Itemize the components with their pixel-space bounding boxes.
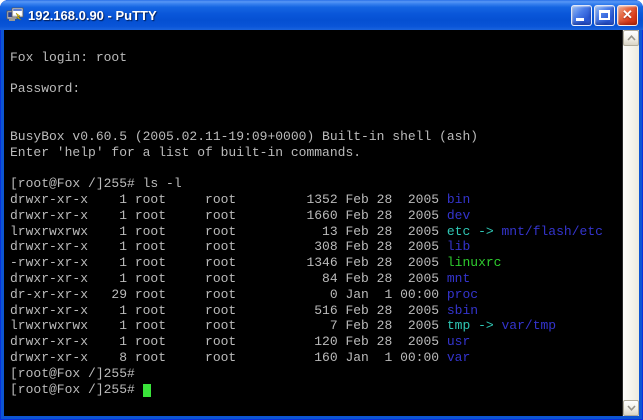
terminal-line: Password: [10,81,622,97]
terminal-text: bin [446,191,471,207]
terminal-text: drwxr-xr-x 1 root root 1660 Feb 28 2005 [10,207,447,223]
terminal-text: BusyBox v0.60.5 (2005.02.11-19:09+0000) … [10,128,479,144]
terminal-line: lrwxrwxrwx 1 root root 13 Feb 28 2005 et… [10,224,622,240]
window-body: Fox login: root Password: BusyBox v0.60.… [4,30,639,416]
maximize-icon [599,9,610,20]
terminal-line: drwxr-xr-x 1 root root 308 Feb 28 2005 l… [10,239,622,255]
terminal-text: dr-xr-xr-x 29 root root 0 Jan 1 00:00 [10,286,447,302]
terminal-line: drwxr-xr-x 1 root root 120 Feb 28 2005 u… [10,334,622,350]
terminal-line: [root@Fox /]255# [10,366,622,382]
scrollbar [622,30,639,416]
terminal-text: lrwxrwxrwx 1 root root 13 Feb 28 2005 [10,223,447,239]
terminal-line [10,34,622,50]
minimize-icon [576,17,584,21]
terminal-text: etc [446,223,471,239]
terminal-text: Fox login: root [10,49,128,65]
scroll-up-icon [626,35,636,41]
terminal-text: Enter 'help' for a list of built-in comm… [10,144,362,160]
terminal-text: Password: [10,81,81,97]
terminal-text: [root@Fox /]255# ls -l [10,176,182,192]
terminal-text: [root@Fox /]255# [10,381,143,397]
terminal-line [10,160,622,176]
putty-icon [6,7,24,21]
window-title: 192.168.0.90 - PuTTY [28,7,157,23]
terminal-text: linuxrc [446,255,502,271]
terminal-line: drwxr-xr-x 1 root root 1660 Feb 28 2005 … [10,208,622,224]
terminal-text: sbin [446,302,479,318]
terminal-text: lrwxrwxrwx 1 root root 7 Feb 28 2005 [10,318,447,334]
terminal-text: drwxr-xr-x 1 root root 516 Feb 28 2005 [10,302,447,318]
terminal-text: drwxr-xr-x 1 root root 84 Feb 28 2005 [10,270,447,286]
terminal-line [10,66,622,82]
terminal-text: mnt/flash/etc [501,223,603,239]
terminal-text: -rwxr-xr-x 1 root root 1346 Feb 28 2005 [10,255,447,271]
terminal-text: drwxr-xr-x 1 root root 120 Feb 28 2005 [10,334,447,350]
terminal-line: drwxr-xr-x 1 root root 1352 Feb 28 2005 … [10,192,622,208]
terminal-text: var [446,349,471,365]
terminal-text: drwxr-xr-x 8 root root 160 Jan 1 00:00 [10,349,447,365]
terminal-line: drwxr-xr-x 1 root root 84 Feb 28 2005 mn… [10,271,622,287]
terminal-text: var/tmp [501,318,557,334]
terminal-line: drwxr-xr-x 1 root root 516 Feb 28 2005 s… [10,303,622,319]
terminal-line: Enter 'help' for a list of built-in comm… [10,145,622,161]
terminal-line: BusyBox v0.60.5 (2005.02.11-19:09+0000) … [10,129,622,145]
scrollbar-track[interactable] [623,46,639,400]
scroll-down-button[interactable] [623,400,639,416]
terminal-line: lrwxrwxrwx 1 root root 7 Feb 28 2005 tmp… [10,318,622,334]
terminal-screen[interactable]: Fox login: root Password: BusyBox v0.60.… [4,30,622,416]
terminal-line: Fox login: root [10,50,622,66]
terminal-line [10,97,622,113]
terminal-line: -rwxr-xr-x 1 root root 1346 Feb 28 2005 … [10,255,622,271]
terminal-text: drwxr-xr-x 1 root root 308 Feb 28 2005 [10,239,447,255]
terminal-text: -> [470,318,502,334]
terminal-text: proc [446,286,479,302]
scroll-up-button[interactable] [623,30,639,46]
terminal-text: tmp [446,318,471,334]
terminal-text: lib [446,239,471,255]
terminal-text: drwxr-xr-x 1 root root 1352 Feb 28 2005 [10,191,447,207]
terminal-line: [root@Fox /]255# [10,382,622,398]
window-controls: ✕ [571,4,638,26]
close-button[interactable]: ✕ [617,4,638,26]
terminal-cursor [142,383,151,397]
scroll-down-icon [626,405,636,411]
maximize-button[interactable] [594,4,615,26]
close-icon: ✕ [622,7,633,22]
terminal-line: drwxr-xr-x 8 root root 160 Jan 1 00:00 v… [10,350,622,366]
terminal-text: -> [470,223,502,239]
terminal-text: usr [446,334,471,350]
terminal-text: dev [446,207,471,223]
titlebar[interactable]: 192.168.0.90 - PuTTY ✕ [0,0,643,30]
terminal-line: [root@Fox /]255# ls -l [10,176,622,192]
terminal-line [10,113,622,129]
terminal-text: [root@Fox /]255# [10,365,135,381]
minimize-button[interactable] [571,4,592,26]
terminal-line: dr-xr-xr-x 29 root root 0 Jan 1 00:00 pr… [10,287,622,303]
terminal-text: mnt [446,270,471,286]
